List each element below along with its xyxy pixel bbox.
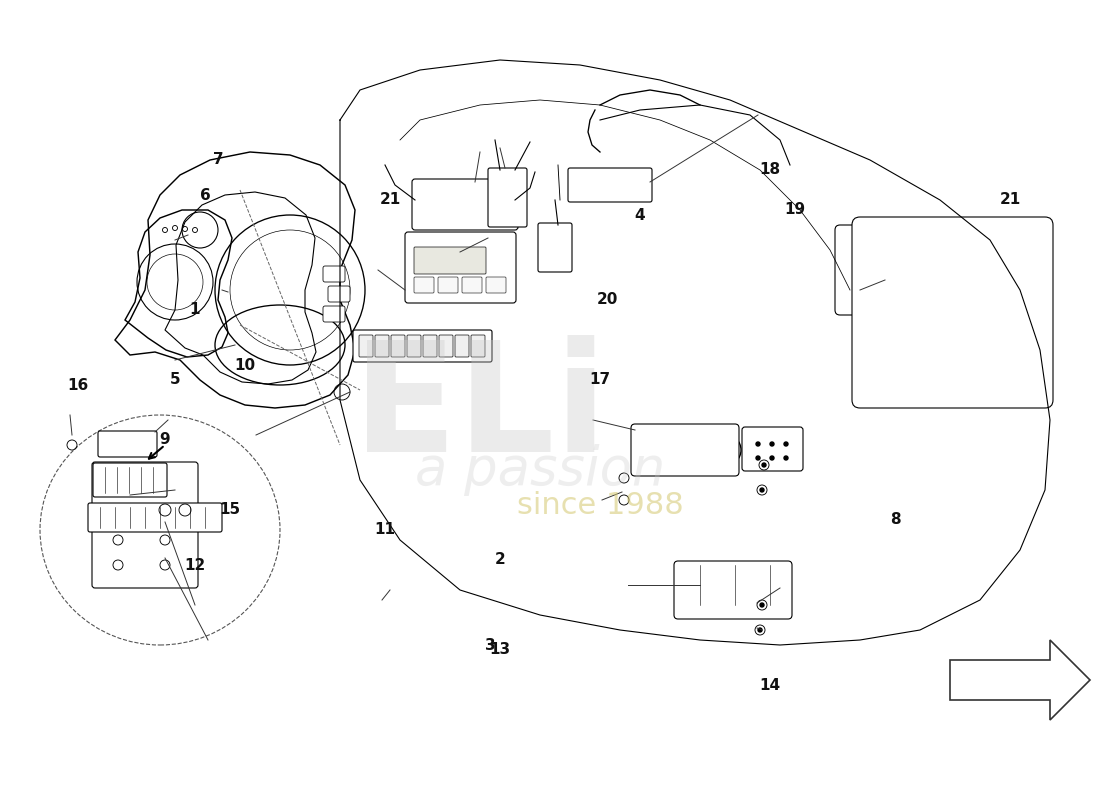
FancyBboxPatch shape xyxy=(486,277,506,293)
Text: 17: 17 xyxy=(590,373,610,387)
Text: 8: 8 xyxy=(890,513,900,527)
Circle shape xyxy=(770,442,774,446)
FancyBboxPatch shape xyxy=(359,335,373,357)
FancyBboxPatch shape xyxy=(414,247,486,274)
FancyBboxPatch shape xyxy=(323,306,345,322)
Text: ELi: ELi xyxy=(353,335,607,485)
Circle shape xyxy=(784,456,788,460)
Circle shape xyxy=(784,442,788,446)
Text: since 1988: since 1988 xyxy=(517,490,683,519)
Text: 16: 16 xyxy=(67,378,89,393)
Circle shape xyxy=(760,488,764,492)
FancyBboxPatch shape xyxy=(424,335,437,357)
Text: 1: 1 xyxy=(189,302,200,318)
Text: 13: 13 xyxy=(490,642,510,658)
FancyBboxPatch shape xyxy=(835,225,996,315)
Text: 3: 3 xyxy=(485,638,495,653)
FancyBboxPatch shape xyxy=(323,266,345,282)
Text: a passion: a passion xyxy=(415,444,666,496)
Text: 2: 2 xyxy=(495,553,505,567)
FancyBboxPatch shape xyxy=(98,431,157,457)
Text: 5: 5 xyxy=(169,373,180,387)
Circle shape xyxy=(760,603,764,607)
FancyBboxPatch shape xyxy=(471,335,485,357)
FancyBboxPatch shape xyxy=(455,335,469,357)
Circle shape xyxy=(756,456,760,460)
FancyBboxPatch shape xyxy=(852,217,1053,408)
FancyBboxPatch shape xyxy=(353,330,492,362)
FancyBboxPatch shape xyxy=(462,277,482,293)
FancyBboxPatch shape xyxy=(375,335,389,357)
Text: 4: 4 xyxy=(635,207,646,222)
Circle shape xyxy=(758,628,762,632)
Text: 10: 10 xyxy=(234,358,255,373)
FancyBboxPatch shape xyxy=(438,277,458,293)
FancyBboxPatch shape xyxy=(405,232,516,303)
FancyBboxPatch shape xyxy=(631,424,739,476)
Text: 18: 18 xyxy=(759,162,781,178)
FancyBboxPatch shape xyxy=(88,503,222,532)
Text: 6: 6 xyxy=(199,187,210,202)
FancyBboxPatch shape xyxy=(414,277,435,293)
FancyBboxPatch shape xyxy=(674,561,792,619)
FancyBboxPatch shape xyxy=(439,335,453,357)
FancyBboxPatch shape xyxy=(92,462,198,588)
Text: 20: 20 xyxy=(596,293,618,307)
Text: 15: 15 xyxy=(219,502,241,518)
Text: 9: 9 xyxy=(160,433,170,447)
FancyBboxPatch shape xyxy=(412,179,518,230)
Text: 12: 12 xyxy=(185,558,206,573)
FancyBboxPatch shape xyxy=(407,335,421,357)
Text: 7: 7 xyxy=(212,153,223,167)
Text: 21: 21 xyxy=(1000,193,1021,207)
Circle shape xyxy=(762,463,766,467)
FancyBboxPatch shape xyxy=(390,335,405,357)
FancyBboxPatch shape xyxy=(328,286,350,302)
FancyBboxPatch shape xyxy=(538,223,572,272)
FancyBboxPatch shape xyxy=(568,168,652,202)
Text: 14: 14 xyxy=(759,678,781,693)
FancyBboxPatch shape xyxy=(488,168,527,227)
Circle shape xyxy=(756,442,760,446)
Text: 19: 19 xyxy=(784,202,805,218)
Text: 21: 21 xyxy=(379,193,400,207)
Circle shape xyxy=(770,456,774,460)
Text: 11: 11 xyxy=(374,522,396,538)
FancyBboxPatch shape xyxy=(742,427,803,471)
FancyBboxPatch shape xyxy=(94,463,167,497)
